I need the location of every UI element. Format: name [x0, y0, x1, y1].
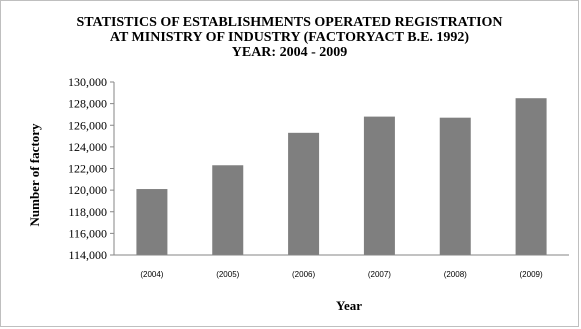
y-tick-label: 128,000	[68, 97, 107, 111]
x-tick-label: (2008)	[444, 270, 467, 279]
bar	[439, 117, 471, 256]
x-tick-label: (2007)	[368, 270, 391, 279]
chart-title-line-2: AT MINISTRY OF INDUSTRY (FACTORYACT B.E.…	[109, 30, 470, 45]
bar	[515, 98, 547, 255]
y-tick-label: 114,000	[68, 248, 107, 262]
y-tick-label: 126,000	[68, 118, 107, 132]
bars	[136, 98, 547, 256]
y-tick-label: 118,000	[68, 205, 107, 219]
bar	[363, 116, 395, 255]
chart-title-line-1: STATISTICS OF ESTABLISHMENTS OPERATED RE…	[76, 15, 503, 30]
x-axis: (2004) (2005) (2006) (2007) (2008) (2009)	[114, 254, 569, 279]
chart-title: STATISTICS OF ESTABLISHMENTS OPERATED RE…	[1, 15, 578, 60]
y-tick-label: 130,000	[68, 75, 107, 89]
x-tick-label: (2009)	[520, 270, 543, 279]
y-tick-label: 120,000	[68, 183, 107, 197]
y-axis: 114,000 116,000 118,000 120,000 122,000 124,0…	[68, 75, 115, 262]
bar	[212, 165, 244, 255]
x-tick-label: (2005)	[216, 270, 239, 279]
bar	[288, 132, 320, 255]
x-tick-label: (2006)	[292, 270, 315, 279]
bar	[136, 189, 168, 255]
x-tick-label: (2004)	[140, 270, 163, 279]
y-tick-label: 122,000	[68, 162, 107, 176]
x-axis-label: Year	[336, 298, 362, 313]
y-axis-label: Number of factory	[27, 123, 42, 227]
y-tick-label: 116,000	[68, 226, 107, 240]
chart-title-line-3: YEAR: 2004 - 2009	[231, 45, 348, 60]
y-tick-label: 124,000	[68, 140, 107, 154]
